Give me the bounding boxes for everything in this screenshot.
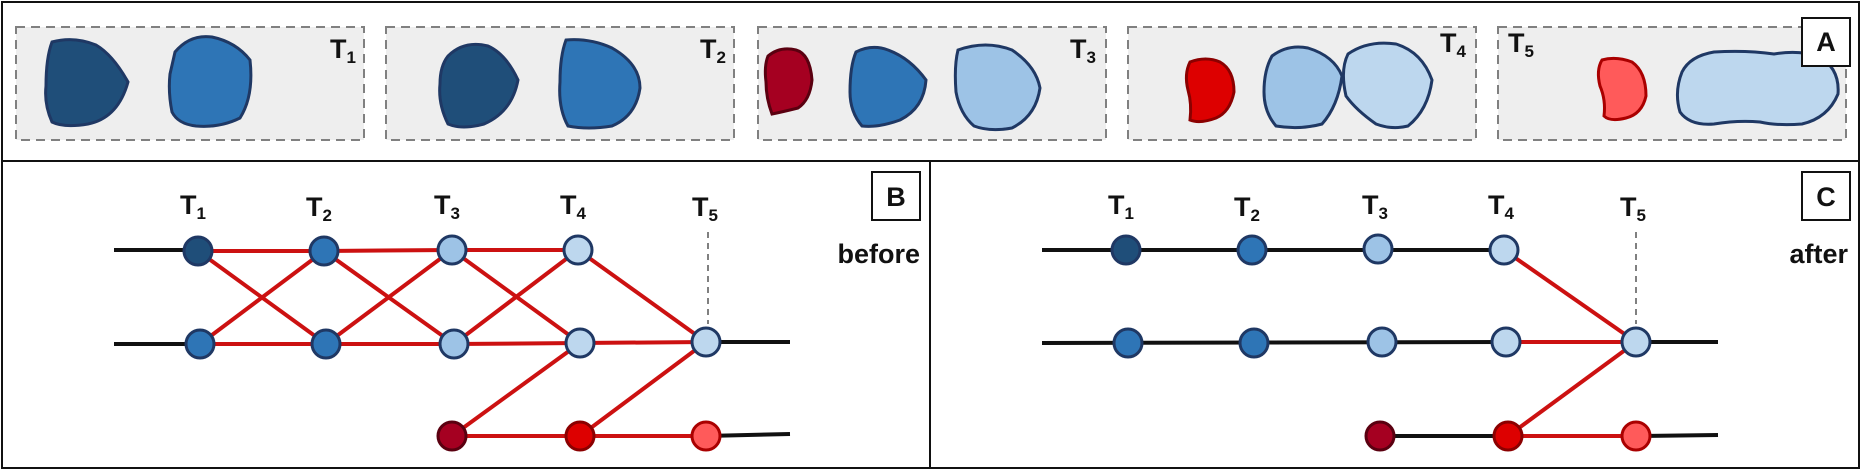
edge <box>579 340 707 345</box>
node-t3-b <box>1366 326 1398 358</box>
node-t5-b <box>690 420 722 452</box>
time-label-t4: T4 <box>560 190 587 223</box>
node-t2-a <box>308 235 340 267</box>
frame-time-label: T5 <box>1508 28 1534 61</box>
cell-shape <box>848 45 928 128</box>
frame-time-label: T3 <box>1070 34 1096 67</box>
time-label-t2: T2 <box>306 192 332 225</box>
panel-a-label: A <box>1816 27 1836 57</box>
cell-shape <box>1184 57 1236 124</box>
node-t4-c <box>1492 420 1524 452</box>
edge <box>453 341 581 346</box>
cell-shape <box>558 38 642 130</box>
edge <box>452 248 580 346</box>
edge <box>450 341 582 438</box>
edge <box>1502 248 1638 344</box>
node-t4-a <box>1488 234 1520 266</box>
edge <box>576 248 708 344</box>
frame-box <box>757 26 1107 141</box>
time-label-t5: T5 <box>1620 192 1646 225</box>
candidate-edges <box>196 248 708 438</box>
panel-b-label-box <box>871 171 921 221</box>
panel-c: C after T1 T2 T3 T4 T5 <box>1041 171 1851 452</box>
cell-shape <box>953 43 1042 132</box>
node-t2-b <box>310 328 342 360</box>
panel-c-label-box <box>1801 171 1851 221</box>
cell-shape <box>167 35 253 128</box>
cell-shape <box>44 38 130 128</box>
cell-shape <box>763 47 814 116</box>
node-t1-b <box>1112 327 1144 359</box>
node-t3-c <box>1364 420 1396 452</box>
node-t3-c <box>436 420 468 452</box>
frame-t2: T2 <box>385 26 735 141</box>
frame-t5: T5 <box>1497 26 1847 141</box>
node-t2-b <box>1238 327 1270 359</box>
node-t3-a <box>436 234 468 266</box>
time-label-t1: T1 <box>1108 190 1134 223</box>
node-t5-a <box>690 326 722 358</box>
track-line <box>1041 340 1507 345</box>
time-label-t4: T4 <box>1488 190 1515 223</box>
node-t2-a <box>1236 234 1268 266</box>
cell-shape <box>438 42 520 129</box>
node-t1-b <box>184 328 216 360</box>
frame-t4: T4 <box>1127 26 1477 141</box>
edge <box>198 249 326 346</box>
frame-time-label: T4 <box>1440 28 1467 61</box>
node-t4-a <box>562 234 594 266</box>
node-t1-a <box>182 235 214 267</box>
node-t4-b <box>564 327 596 359</box>
cell-shape <box>1262 45 1344 130</box>
frame-time-label: T2 <box>700 34 726 67</box>
panel-b-label: B <box>886 182 906 212</box>
track-nodes <box>1110 233 1652 452</box>
node-t1-a <box>1110 234 1142 266</box>
time-label-t3: T3 <box>1362 190 1388 223</box>
cell-shape <box>1596 56 1648 122</box>
time-label-t3: T3 <box>434 190 460 223</box>
time-label-t2: T2 <box>1234 192 1260 225</box>
time-label-t1: T1 <box>180 190 206 223</box>
merge-split-edges <box>1502 248 1638 438</box>
edge <box>1506 340 1638 438</box>
node-t5-a <box>1620 326 1652 358</box>
node-t5-b <box>1620 420 1652 452</box>
panel-a: T1 T2 T3 T4 T5 <box>15 17 1851 141</box>
frame-time-label: T1 <box>330 34 356 67</box>
time-label-t5: T5 <box>692 192 718 225</box>
edge <box>324 248 454 346</box>
panel-a-label-box <box>1801 17 1851 67</box>
edge <box>578 340 708 438</box>
node-t3-b <box>438 328 470 360</box>
node-t3-a <box>1362 233 1394 265</box>
panel-c-caption: after <box>1789 239 1848 269</box>
frame-t1: T1 <box>15 26 365 141</box>
panel-b: B before T1 T2 T3 T4 T5 <box>114 171 921 452</box>
node-t4-c <box>564 420 596 452</box>
panel-b-caption: before <box>837 239 920 269</box>
panel-c-label: C <box>1816 182 1836 212</box>
edge <box>323 248 453 253</box>
node-t4-b <box>1490 326 1522 358</box>
track-nodes <box>182 234 722 452</box>
frame-t3: T3 <box>757 26 1107 141</box>
cell-shape <box>1675 49 1840 127</box>
cell-shape <box>1341 41 1434 130</box>
